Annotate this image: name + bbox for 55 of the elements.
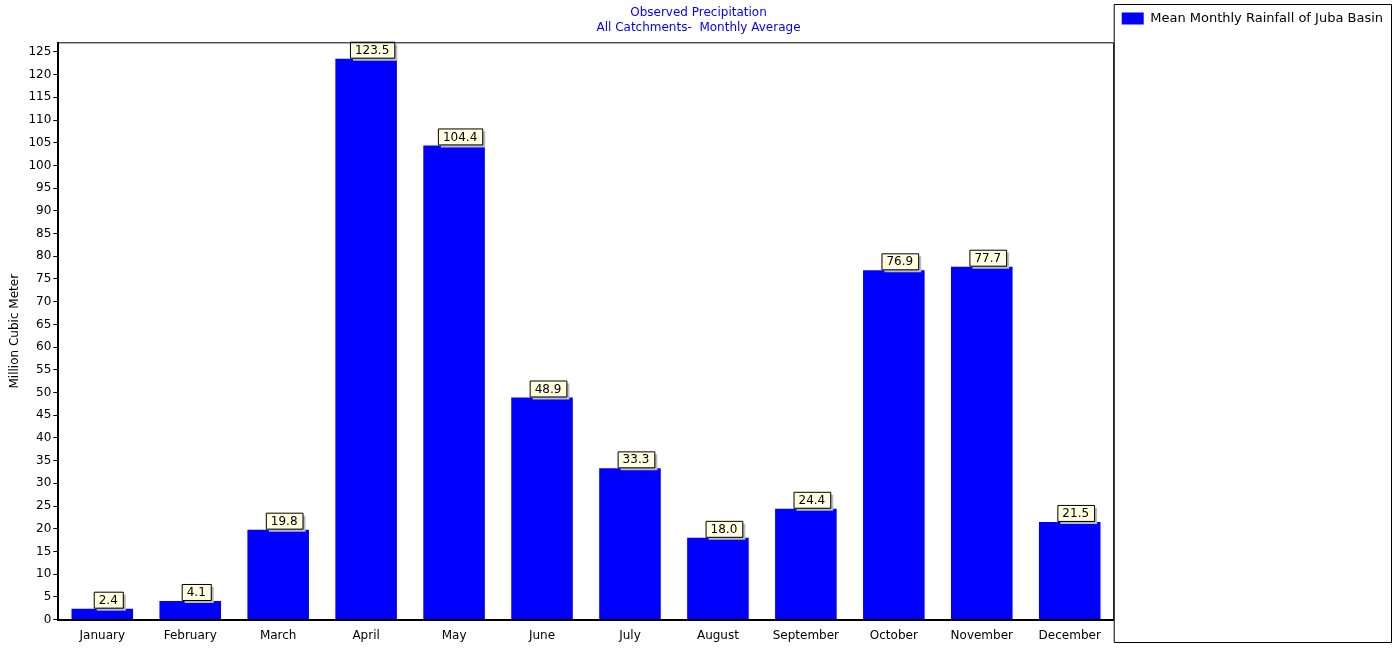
text: 24.4	[798, 492, 826, 507]
y-tick-label: 70	[36, 293, 52, 308]
bar	[159, 600, 222, 620]
y-tick-label: 15	[36, 543, 52, 558]
y-tick-label: 25	[36, 498, 52, 513]
y-tick-label: 30	[36, 475, 52, 490]
chart-title: Observed Precipitation	[630, 5, 767, 20]
y-tick-label: 20	[36, 520, 52, 535]
text: 76.9	[886, 254, 914, 269]
y-tick-label: 50	[36, 384, 52, 399]
y-tick-label: 60	[36, 339, 52, 354]
y-tick-label: 95	[36, 180, 52, 195]
y-tick-label: 90	[36, 202, 52, 217]
legend-label: Mean Monthly Rainfall of Juba Basin	[1150, 9, 1383, 25]
x-tick-label: March	[259, 627, 297, 642]
y-tick-label: 110	[28, 112, 52, 127]
x-tick-label: January	[78, 627, 126, 642]
text: 33.3	[622, 452, 650, 467]
y-tick-label: 55	[36, 361, 52, 376]
x-tick-label: April	[352, 627, 380, 642]
chart-subtitle: All Catchments- Monthly Average	[596, 19, 801, 34]
x-tick-label: July	[618, 627, 641, 642]
y-tick-label: 0	[43, 611, 52, 626]
text: 123.5	[354, 42, 390, 57]
y-tick-label: 5	[43, 589, 52, 604]
y-tick-label: 40	[36, 430, 52, 445]
y-tick-label: 45	[36, 407, 52, 422]
text: 104.4	[442, 129, 478, 144]
y-axis-title: Million Cubic Meter	[7, 273, 22, 389]
x-tick-label: November	[950, 627, 1014, 642]
text: 2.4	[98, 592, 118, 607]
text: 19.8	[270, 513, 298, 528]
y-tick-label: 115	[28, 89, 52, 104]
y-tick-label: 65	[36, 316, 52, 331]
text: 77.7	[974, 250, 1002, 265]
y-tick-label: 75	[36, 271, 52, 286]
y-tick-label: 125	[28, 44, 52, 59]
y-tick-label: 80	[36, 248, 52, 263]
y-tick-label: 35	[36, 452, 52, 467]
x-tick-label: December	[1038, 627, 1101, 642]
x-tick-label: February	[163, 627, 217, 642]
text: 4.1	[186, 585, 206, 600]
x-tick-label: October	[869, 627, 918, 642]
y-tick-label: 100	[28, 157, 52, 172]
x-tick-label: May	[441, 627, 467, 642]
x-tick-label: August	[696, 627, 740, 642]
x-tick-label: June	[527, 627, 556, 642]
y-tick-label: 120	[28, 66, 52, 81]
x-tick-label: September	[772, 627, 840, 642]
text: 18.0	[710, 521, 738, 536]
text: 21.5	[1062, 506, 1090, 521]
y-tick-label: 105	[28, 134, 52, 149]
y-tick-label: 10	[36, 566, 52, 581]
text: 48.9	[534, 381, 562, 396]
y-tick-label: 85	[36, 225, 52, 240]
